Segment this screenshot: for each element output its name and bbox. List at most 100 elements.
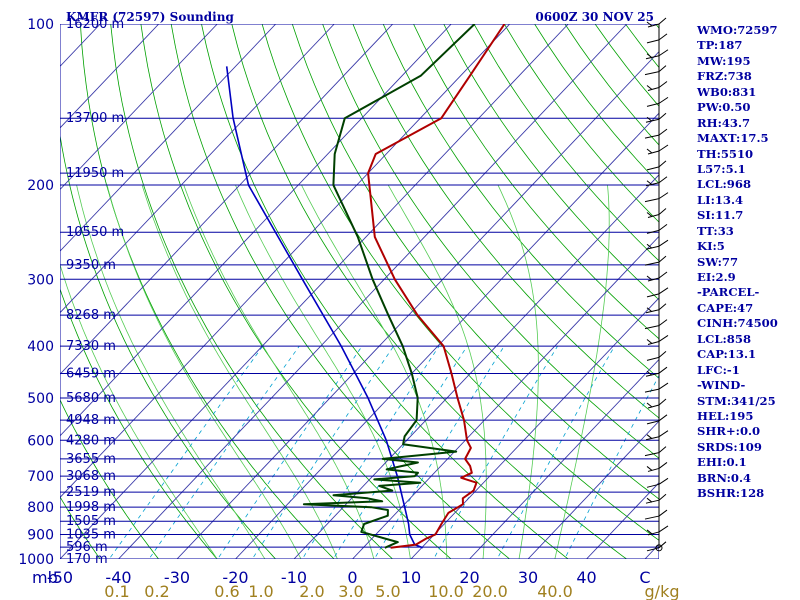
pressure-tick-label: 900 (27, 528, 54, 544)
index-entry: PW:0.50 (697, 100, 751, 115)
mixing-ratio-label: 0.2 (144, 582, 169, 600)
index-entry: BRN:0.4 (697, 470, 752, 485)
index-entry: KI:5 (697, 239, 725, 254)
pressure-tick-label: 800 (27, 500, 54, 516)
wind-barb (646, 525, 669, 536)
mixing-ratio-line (148, 345, 300, 559)
wind-barb (645, 239, 669, 250)
sounding-profiles (225, 24, 506, 549)
height-labels: 16200 m 13700 m 11950 m 10550 m 9350 m 8268 m… (66, 17, 124, 567)
moist-adiabat (141, 184, 338, 559)
mixing-ratio-label: 1.0 (248, 582, 273, 600)
index-entry: BSHR:128 (697, 486, 765, 501)
index-entry: MW:195 (697, 53, 751, 68)
temperature-tick-label: 10 (401, 568, 421, 587)
plot-frame (60, 24, 659, 559)
wind-barb (646, 144, 669, 155)
mixing-ratio-line (108, 345, 264, 559)
mixing-ratio-label: g/kg (645, 582, 680, 600)
height-label: 1998 m (66, 500, 116, 515)
isotherm (469, 358, 659, 559)
mixing-ratio-label: 0.6 (214, 582, 239, 600)
isotherm (352, 235, 659, 559)
mixing-ratio-label: 2.0 (299, 582, 324, 600)
wind-barb (646, 287, 669, 298)
height-label: 9350 m (66, 258, 116, 273)
index-entry: -PARCEL- (697, 285, 760, 300)
isotherm (60, 24, 335, 314)
wind-barb (644, 319, 668, 330)
temperature-tick-label: -50 (47, 568, 73, 587)
mixing-ratio-label: 40.0 (537, 582, 573, 600)
isotherm (60, 24, 160, 129)
dry-adiabat (60, 287, 218, 559)
wind-barb (645, 176, 668, 187)
dry-adiabat (322, 24, 659, 459)
isotherm (293, 174, 659, 559)
dewpoint-trace (302, 24, 476, 549)
height-label: 3655 m (66, 452, 116, 467)
index-entry: EHI:0.1 (697, 455, 747, 470)
pressure-tick-label: 100 (27, 17, 54, 33)
wind-barb (646, 33, 668, 44)
index-entry: TP:187 (697, 38, 743, 53)
dry-adiabat (0, 24, 49, 570)
height-label: 170 m (66, 552, 108, 567)
wind-barb (644, 255, 667, 266)
isotherm (60, 24, 218, 191)
index-entry: LI:13.4 (697, 192, 744, 207)
index-entry: CINH:74500 (697, 316, 778, 331)
isotherm (176, 50, 659, 559)
dry-adiabat (473, 24, 659, 262)
temperature-tick-label: -20 (222, 568, 248, 587)
moist-adiabat (106, 184, 302, 559)
index-entry: WB0:831 (697, 84, 757, 99)
dry-adiabat (413, 24, 659, 340)
moist-adiabat (554, 185, 610, 559)
temperature-trace (367, 24, 506, 549)
moist-adiabat (60, 263, 218, 559)
index-entry: LFC:-1 (697, 362, 740, 377)
index-entry: RH:43.7 (697, 115, 751, 130)
height-label: 1505 m (66, 514, 116, 529)
mixing-ratio-label: 10.0 (428, 582, 464, 600)
height-label: 13700 m (66, 111, 124, 126)
height-label: 7330 m (66, 339, 116, 354)
index-entry: LCL:968 (697, 177, 752, 192)
dry-adiabat (140, 24, 452, 559)
wind-barb (644, 446, 667, 457)
wind-barb (644, 65, 667, 76)
background-lines (0, 24, 659, 570)
isotherm (410, 297, 659, 559)
index-entry: SHR+:0.0 (697, 424, 761, 439)
height-label: 596 m (66, 540, 108, 555)
mixing-ratio-label: 0.1 (104, 582, 129, 600)
pressure-tick-label: 1000 (18, 552, 54, 568)
wind-barb (646, 398, 667, 409)
wind-barb (644, 128, 668, 139)
indices-panel: WMO:72597 TP:187 MW:195 FRZ:738 WB0:831 PW:0.… (697, 23, 800, 502)
temperature-tick-label: 30 (518, 568, 538, 587)
pressure-tick-label: 700 (27, 469, 54, 485)
wind-barb (646, 208, 667, 218)
pressure-tick-label: 300 (27, 272, 54, 288)
wind-barb (646, 350, 667, 361)
dry-adiabat (80, 24, 335, 559)
wind-barb (646, 81, 668, 91)
dry-adiabat (231, 24, 628, 559)
mixing-ratio-line (251, 345, 394, 559)
wind-barb (646, 477, 669, 488)
index-entry: HEL:195 (697, 408, 754, 423)
temperature-tick-label: -10 (281, 568, 307, 587)
pressure-tick-label: 600 (27, 433, 54, 449)
moist-adiabat (235, 184, 411, 559)
pressure-tick-label: 400 (27, 339, 54, 355)
height-label: 5680 m (66, 391, 116, 406)
wind-barb (645, 493, 667, 504)
temperature-tick-label: 40 (576, 568, 596, 587)
sounding-date: 0600Z 30 NOV 25 (535, 10, 654, 24)
temperature-tick-label: -30 (164, 568, 190, 587)
dry-adiabat (170, 24, 511, 559)
